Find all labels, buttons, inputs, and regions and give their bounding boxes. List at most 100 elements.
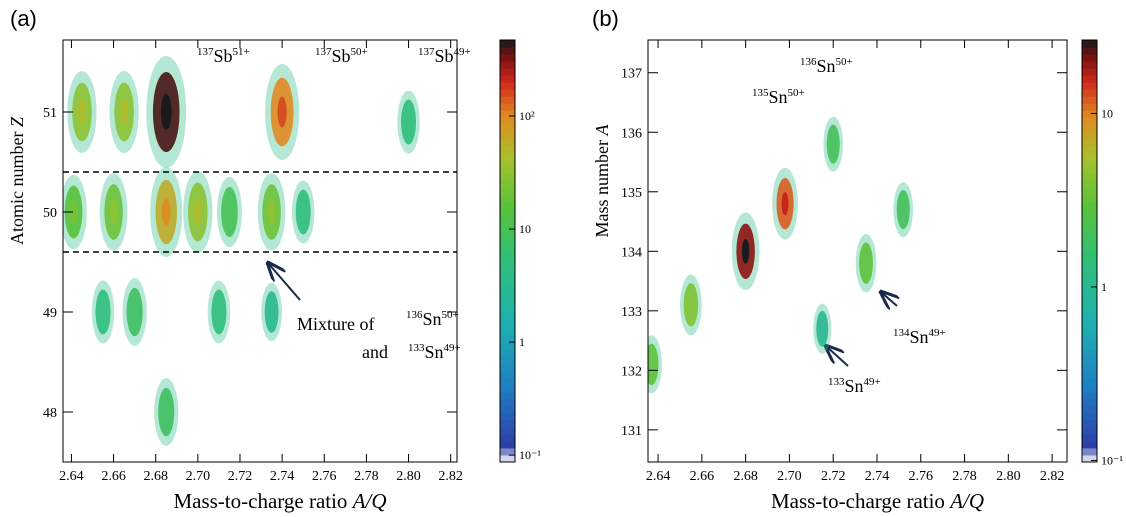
colorbar-cell	[1082, 384, 1097, 393]
ion-mass: 137	[197, 46, 214, 58]
colorbar-cell	[500, 208, 515, 217]
colorbar-cell	[1082, 54, 1097, 62]
x-tick-label: 2.74	[270, 469, 295, 484]
colorbar-cell	[1082, 222, 1097, 231]
colorbar-cell	[500, 40, 515, 48]
colorbar-cell	[1082, 187, 1097, 196]
colorbar-cell	[500, 138, 515, 146]
x-tick-label: 2.70	[186, 469, 211, 484]
y-tick-label: 51	[43, 106, 57, 121]
y-axis-title: Atomic number Z	[7, 116, 27, 245]
colorbar-cell	[1082, 236, 1097, 245]
y-axis-title-symbol: Z	[7, 116, 27, 127]
colorbar-cell	[1082, 61, 1097, 69]
colorbar-cell	[500, 173, 515, 182]
colorbar-cell	[1082, 243, 1097, 252]
colorbar-cell	[500, 145, 515, 154]
y-tick-label: 136	[621, 126, 642, 141]
x-tick-label: 2.64	[646, 469, 671, 484]
colorbar-cell	[500, 117, 515, 125]
colorbar-cell	[1082, 208, 1097, 217]
colorbar-cell	[500, 243, 515, 252]
ion-label: 137Sb51+	[197, 46, 250, 66]
colorbar-cell	[1082, 433, 1097, 442]
ion-mass: 136	[800, 56, 817, 68]
colorbar-cell	[1082, 307, 1097, 315]
x-axis-title-text: Mass-to-charge ratio	[173, 489, 347, 513]
colorbar-cell	[1082, 370, 1097, 379]
colorbar-cell	[1082, 293, 1097, 301]
x-axis-title: Mass-to-charge ratio A/Q	[173, 489, 386, 513]
cluster	[896, 190, 910, 230]
y-tick-label: 137	[621, 67, 642, 82]
colorbar-cell	[500, 61, 515, 69]
x-tick-label: 2.78	[952, 469, 977, 484]
cluster	[648, 343, 659, 386]
colorbar-cell	[500, 349, 515, 357]
x-axis-title-symbol: A/Q	[351, 489, 387, 513]
colorbar-cell	[500, 426, 515, 435]
cluster	[683, 283, 699, 327]
ion-charge: 49+	[444, 342, 461, 354]
colorbar-cell	[1082, 117, 1097, 125]
ion-charge: 51+	[233, 46, 250, 58]
plot-area	[648, 116, 914, 394]
colorbar-cell	[1082, 159, 1097, 168]
colorbar-cell	[1082, 124, 1097, 132]
y-axis-title-text: Atomic number	[7, 132, 27, 245]
ion-mass: 137	[315, 46, 332, 58]
x-tick-label: 2.66	[101, 469, 126, 484]
cluster	[826, 124, 840, 164]
x-tick-label: 2.68	[733, 469, 758, 484]
colorbar-tick-label: 10	[1101, 106, 1113, 120]
ion-element: Sn	[425, 342, 444, 362]
colorbar-cell	[500, 251, 515, 259]
colorbar-cell	[1082, 286, 1097, 294]
cluster-core	[109, 199, 118, 225]
colorbar-cell	[1082, 349, 1097, 357]
colorbar-cell	[1082, 391, 1097, 400]
colorbar-cell	[500, 75, 515, 83]
colorbar-cell	[500, 321, 515, 329]
cluster-core	[267, 199, 276, 225]
colorbar-cell	[500, 433, 515, 442]
colorbar-cell	[1082, 342, 1097, 350]
colorbar-cell	[500, 96, 515, 104]
colorbar-cell	[1082, 454, 1097, 463]
ion-charge: 50+	[836, 56, 853, 68]
colorbar-cell	[500, 222, 515, 231]
x-axis-title-symbol: A/Q	[948, 489, 984, 513]
colorbar-cell	[1082, 419, 1097, 428]
colorbar-cell	[1082, 89, 1097, 97]
y-tick-label: 135	[621, 186, 642, 201]
colorbar-cell	[1082, 68, 1097, 76]
colorbar-cell	[1082, 47, 1097, 55]
colorbar-tick-label: 1	[519, 335, 525, 349]
annotation: Mixture of	[297, 314, 374, 334]
cluster-core	[277, 96, 287, 128]
colorbar-cell	[500, 440, 515, 449]
colorbar-cell	[1082, 201, 1097, 210]
colorbar-cell	[500, 328, 515, 336]
colorbar-cell	[500, 286, 515, 294]
plot-frame	[62, 39, 458, 463]
x-tick-label: 2.70	[777, 469, 802, 484]
colorbar-cell	[500, 279, 515, 287]
cluster	[859, 242, 873, 284]
colorbar-cell	[1082, 398, 1097, 407]
ion-element: Sn	[423, 309, 442, 329]
colorbar-cell	[500, 124, 515, 132]
ion-element: Sb	[435, 46, 454, 66]
ion-label: 135Sn50+	[752, 87, 805, 107]
colorbar-cell	[1082, 145, 1097, 154]
y-tick-label: 131	[621, 424, 642, 439]
colorbar-cell	[500, 215, 515, 224]
y-axis-title-text: Mass number	[592, 140, 612, 238]
x-tick-label: 2.80	[396, 469, 421, 484]
cluster-core	[193, 198, 202, 226]
ion-mass: 137	[418, 46, 435, 58]
x-tick-label: 2.72	[821, 469, 846, 484]
colorbar-cell	[500, 307, 515, 315]
